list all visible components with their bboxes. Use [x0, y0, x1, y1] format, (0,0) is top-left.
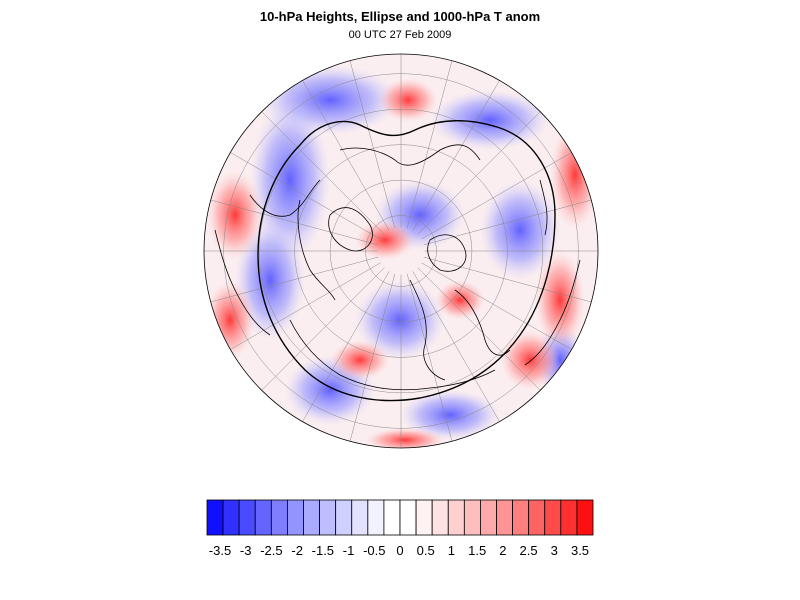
colorbar-swatch [238, 499, 256, 536]
colorbar-tick-label: 3.5 [570, 543, 590, 558]
colorbar-swatch [576, 499, 594, 536]
meridian-line [423, 256, 592, 303]
meridian-line [210, 256, 379, 303]
colorbar-swatch [206, 499, 224, 536]
colorbar-swatch [463, 499, 481, 536]
colorbar-swatch [351, 499, 369, 536]
colorbar-tick-label: -1 [342, 543, 355, 558]
colorbar-tick-label: 1.5 [468, 543, 487, 558]
colorbar-swatch [303, 499, 320, 536]
meridian-line [261, 267, 385, 391]
colorbar-swatch [287, 499, 304, 536]
colorbar-tick-label: 2.5 [519, 543, 538, 558]
colorbar-swatch [512, 499, 530, 536]
meridian-line [412, 271, 500, 422]
colorbar-tick-label: 1 [447, 543, 456, 558]
colorbar-tick-label: 3 [550, 543, 558, 558]
colorbar-tick-label: -0.5 [363, 543, 386, 558]
colorbar-swatch [270, 499, 288, 536]
colorbar-tick-label: -3 [239, 543, 252, 558]
colorbar-swatch [431, 499, 449, 536]
colorbar-swatch [415, 499, 433, 536]
meridian-line [412, 80, 500, 231]
colorbar-tick-label: -1.5 [311, 543, 335, 558]
meridian-line [417, 267, 541, 391]
colorbar-swatch [319, 499, 337, 536]
meridian-line [406, 60, 453, 229]
lat-lon-graticule [204, 54, 598, 448]
colorbar-swatch [383, 499, 401, 536]
colorbar-swatch [399, 499, 417, 536]
meridian-line [302, 271, 390, 422]
colorbar-labels: -3.5 -3 -2.5 -2 -1.5 -1 -0.5 0 0.5 1 1.5 2 2.5 3 3.5 [0, 543, 800, 563]
colorbar-swatch [480, 499, 497, 536]
colorbar-swatch [254, 499, 272, 536]
meridian-line [349, 60, 396, 229]
colorbar-tick-label: 0.5 [416, 543, 435, 558]
meridian-line [406, 273, 453, 442]
meridian-line [421, 262, 572, 350]
meridian-line [302, 80, 390, 231]
colorbar-swatch [560, 499, 578, 536]
colorbar-tick-label: 0 [396, 543, 404, 558]
colorbar-swatch [496, 499, 513, 536]
meridian-line [421, 152, 572, 240]
polar-vortex-ellipse [257, 120, 556, 402]
meridian-line [210, 199, 379, 246]
colorbar-swatch [367, 499, 385, 536]
meridian-line [230, 152, 381, 240]
colorbar-tick-label: -2 [291, 543, 303, 558]
meridian-line [230, 262, 381, 350]
chart-title: 10-hPa Heights, Ellipse and 1000-hPa T a… [259, 9, 541, 24]
colorbar-swatch [447, 499, 465, 536]
meridian-line [417, 111, 541, 235]
chart-subtitle: 00 UTC 27 Feb 2009 [348, 29, 452, 41]
colorbar [206, 499, 594, 536]
colorbar-swatch [544, 499, 562, 536]
colorbar-tick-label: -3.5 [208, 543, 232, 558]
colorbar-tick-label: -2.5 [260, 543, 283, 558]
meridian-line [349, 273, 396, 442]
colorbar-swatch [528, 499, 546, 536]
map-boundary [203, 53, 599, 449]
colorbar-swatch [222, 499, 240, 536]
colorbar-swatch [335, 499, 353, 536]
meridian-line [261, 111, 385, 235]
colorbar-tick-label: 2 [499, 543, 507, 558]
meridian-line [423, 199, 592, 246]
